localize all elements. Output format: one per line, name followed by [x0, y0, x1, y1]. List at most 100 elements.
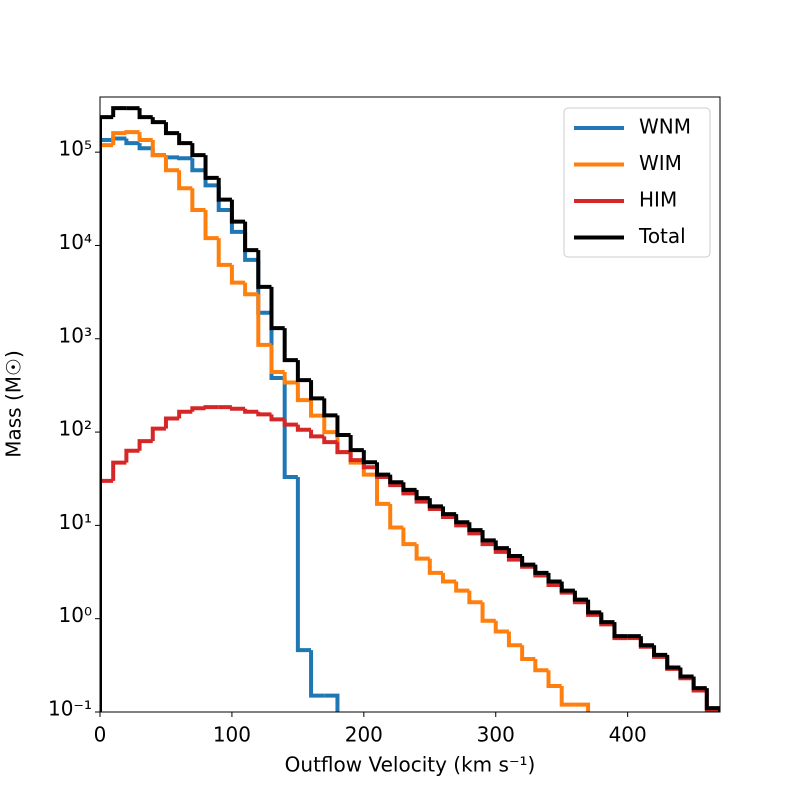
- histogram-step: [467, 590, 483, 605]
- histogram-step: [124, 138, 140, 146]
- histogram-step: [137, 108, 153, 120]
- histogram-step: [480, 602, 496, 623]
- histogram-step: [520, 555, 536, 567]
- histogram-step: [440, 506, 457, 517]
- histogram-step: [533, 658, 549, 673]
- histogram-step: [322, 436, 338, 445]
- histogram-step: [506, 631, 523, 648]
- histogram-step: [243, 221, 259, 253]
- histogram-step: [190, 188, 206, 212]
- histogram-step: [309, 400, 325, 418]
- histogram-step: [348, 452, 364, 463]
- legend-label: WIM: [639, 151, 682, 175]
- histogram-step: [124, 130, 140, 135]
- legend-label: WNM: [639, 115, 691, 139]
- histogram-step: [150, 426, 166, 442]
- histogram-step: [190, 143, 206, 158]
- histogram-step: [704, 688, 720, 712]
- histogram-step: [269, 344, 285, 375]
- x-tick-label: 300: [477, 723, 515, 747]
- histogram-step: [137, 439, 153, 451]
- histogram-step: [652, 645, 668, 657]
- histogram-step: [586, 599, 602, 615]
- x-tick-label: 100: [213, 723, 251, 747]
- histogram-step: [137, 132, 153, 142]
- histogram-step: [691, 676, 707, 691]
- histogram-step: [348, 435, 364, 453]
- histogram-step: [533, 564, 549, 575]
- histogram-step: [401, 482, 417, 492]
- histogram-step: [335, 415, 351, 438]
- histogram-step: [546, 670, 562, 688]
- histogram-step: [150, 139, 166, 158]
- histogram-step: [100, 137, 114, 712]
- x-tick-label: 200: [345, 723, 383, 747]
- histogram-step: [243, 408, 259, 414]
- histogram-step: [177, 156, 193, 161]
- histogram-step: [493, 540, 509, 551]
- histogram-step: [269, 414, 285, 422]
- histogram-step: [111, 131, 127, 146]
- histogram-step: [493, 620, 509, 634]
- legend-label: HIM: [639, 188, 677, 212]
- histogram-step: [256, 294, 272, 347]
- histogram-step: [454, 581, 470, 593]
- histogram-step: [309, 429, 325, 439]
- histogram-step: [324, 693, 340, 712]
- histogram-step: [427, 498, 443, 509]
- histogram-step: [520, 645, 536, 661]
- histogram-step: [163, 416, 180, 429]
- histogram-step: [203, 209, 219, 241]
- x-tick-label: 0: [94, 723, 107, 747]
- histogram-step: [163, 155, 180, 173]
- histogram-step: [309, 380, 325, 401]
- histogram-step: [388, 503, 404, 530]
- histogram-step: [559, 581, 575, 593]
- histogram-step: [282, 377, 298, 480]
- histogram-step: [100, 115, 114, 712]
- histogram-step: [599, 612, 615, 625]
- histogram-step: [203, 405, 219, 410]
- histogram-step: [309, 650, 325, 698]
- histogram-step: [467, 522, 483, 533]
- histogram-step: [454, 514, 470, 525]
- y-tick-label: 10⁵: [59, 137, 92, 161]
- histogram-step: [229, 406, 246, 411]
- histogram-step: [401, 527, 417, 547]
- histogram-step: [559, 685, 575, 707]
- histogram-step: [282, 328, 298, 363]
- histogram-step: [256, 411, 272, 417]
- histogram-step: [480, 530, 496, 543]
- histogram-step: [177, 133, 193, 146]
- histogram-step: [269, 312, 285, 380]
- histogram-step: [269, 286, 285, 331]
- histogram-step: [574, 702, 591, 712]
- histogram-step: [111, 106, 127, 118]
- histogram-step: [150, 117, 166, 125]
- y-tick-label: 10⁰: [59, 603, 92, 627]
- histogram-step: [678, 667, 694, 679]
- histogram-step: [572, 590, 589, 602]
- histogram-step: [203, 155, 219, 180]
- histogram-step: [322, 398, 338, 418]
- histogram-step: [295, 360, 312, 383]
- histogram-step: [388, 474, 404, 485]
- plot-area: [100, 106, 720, 712]
- histogram-step: [295, 424, 312, 432]
- histogram-step: [190, 406, 206, 412]
- x-axis-label: Outflow Velocity (km s⁻¹): [285, 753, 536, 777]
- histogram-step: [124, 448, 140, 463]
- histogram-step: [177, 170, 193, 191]
- histogram-step: [322, 415, 338, 435]
- plot-frame: [99, 96, 721, 713]
- histogram-step: [229, 199, 246, 224]
- histogram-step: [295, 382, 312, 403]
- histogram-step: [256, 250, 272, 289]
- histogram-step: [665, 654, 681, 670]
- histogram-step: [177, 409, 193, 419]
- histogram-step: [546, 572, 562, 584]
- histogram-step: [361, 450, 378, 465]
- y-tick-label: 10³: [59, 323, 92, 347]
- histogram-step: [137, 143, 153, 151]
